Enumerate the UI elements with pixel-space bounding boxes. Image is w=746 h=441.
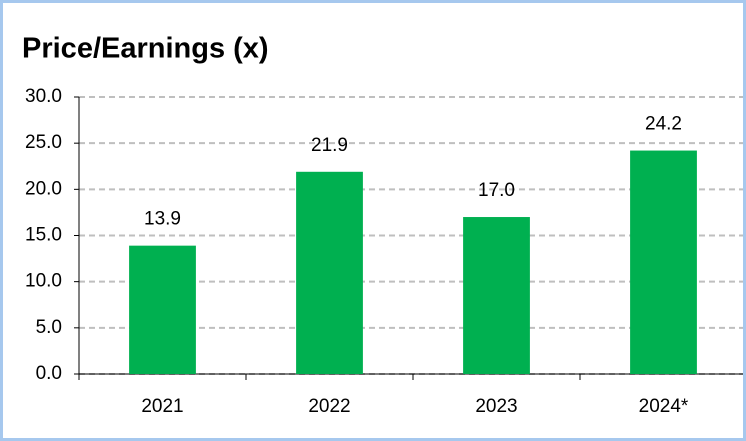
bar [129,245,196,374]
y-tick-label: 5.0 [36,317,62,338]
bar [463,217,530,374]
data-label: 24.2 [645,114,682,135]
data-label: 21.9 [311,135,348,156]
y-tick-label: 15.0 [25,225,62,246]
y-tick-label: 0.0 [36,363,62,384]
chart-title: Price/Earnings (x) [22,33,269,65]
bar [296,171,363,374]
y-tick-label: 20.0 [25,178,62,199]
x-tick-label: 2021 [141,396,183,417]
x-tick-label: 2022 [308,396,350,417]
y-tick-label: 30.0 [25,86,62,107]
bar [630,150,697,374]
x-tick-label: 2024* [639,396,689,417]
y-tick-label: 10.0 [25,271,62,292]
data-label: 13.9 [144,209,181,230]
y-tick-label: 25.0 [25,132,62,153]
x-tick-label: 2023 [475,396,517,417]
data-label: 17.0 [478,180,515,201]
